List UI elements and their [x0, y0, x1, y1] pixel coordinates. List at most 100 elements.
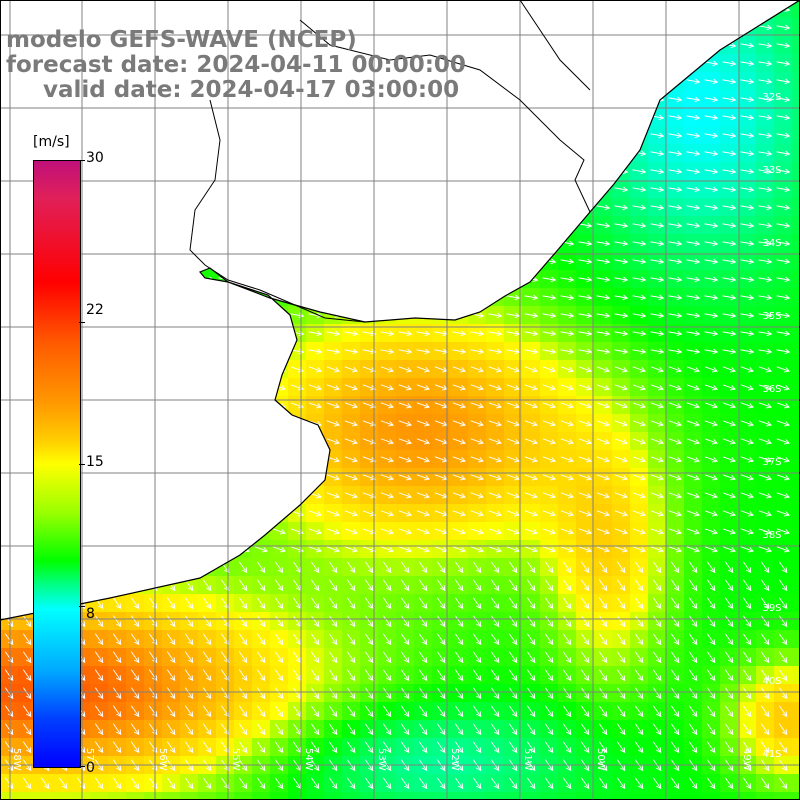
wind-arrow: [724, 723, 734, 736]
wind-arrow: [632, 168, 647, 175]
wind-arrow: [758, 510, 772, 517]
wind-arrow: [758, 132, 773, 139]
wind-arrow: [722, 204, 737, 211]
colorbar-tick-mark: [79, 322, 85, 323]
wind-arrow: [650, 546, 664, 553]
wind-speed-cell: [792, 252, 800, 271]
wind-arrow: [632, 258, 647, 265]
wind-arrow: [632, 276, 647, 283]
wind-arrow: [202, 579, 212, 592]
wind-speed-cell: [486, 792, 505, 800]
wind-arrow: [598, 633, 608, 646]
wind-arrow: [452, 492, 466, 499]
wind-arrow: [686, 222, 701, 229]
wind-arrow: [452, 456, 466, 463]
wind-arrow: [542, 312, 557, 319]
wind-arrow: [202, 777, 212, 790]
wind-arrow: [722, 420, 736, 427]
wind-speed-cell: [792, 774, 800, 793]
wind-arrow: [470, 366, 484, 373]
wind-arrow: [274, 597, 284, 610]
wind-arrow: [704, 528, 718, 535]
wind-arrow: [742, 633, 752, 646]
wind-arrow: [346, 633, 356, 646]
wind-arrow: [308, 330, 323, 337]
wind-arrow: [758, 60, 773, 67]
wind-arrow: [616, 669, 626, 682]
wind-speed-cell: [270, 792, 289, 800]
wind-arrow: [508, 633, 518, 646]
wind-arrow: [542, 456, 556, 463]
wind-arrow: [578, 312, 593, 319]
wind-arrow: [758, 24, 773, 31]
wind-arrow: [668, 258, 683, 265]
wind-arrow: [706, 705, 716, 718]
wind-arrow: [526, 633, 536, 646]
wind-arrow: [686, 366, 700, 373]
wind-arrow: [740, 150, 755, 157]
wind-arrow: [112, 687, 122, 700]
wind-arrow: [704, 186, 719, 193]
wind-arrow: [740, 384, 754, 391]
wind-arrow: [58, 777, 68, 790]
wind-arrow: [238, 777, 248, 790]
wind-arrow: [362, 384, 376, 391]
wind-speed-cell: [324, 792, 343, 800]
wind-arrow: [490, 561, 500, 574]
wind-arrow: [596, 438, 610, 445]
colorbar-tick-8: 8: [86, 606, 95, 622]
wind-arrow: [776, 456, 790, 463]
wind-arrow: [706, 651, 716, 664]
wind-arrow: [398, 348, 413, 355]
wind-arrow: [724, 705, 734, 718]
wind-arrow: [632, 204, 647, 211]
wind-arrow: [310, 723, 320, 736]
wind-arrow: [308, 510, 322, 517]
wind-arrow: [274, 669, 284, 682]
wind-arrow: [470, 402, 484, 409]
wind-arrow: [344, 330, 359, 337]
wind-arrow: [506, 528, 520, 535]
wind-arrow: [670, 669, 680, 682]
wind-arrow: [130, 615, 140, 628]
wind-arrow: [632, 420, 646, 427]
wind-arrow: [686, 132, 701, 139]
wind-arrow: [742, 741, 752, 754]
wind-arrow: [596, 240, 611, 247]
wind-arrow: [724, 615, 734, 628]
wind-arrow: [758, 420, 772, 427]
wind-arrow: [418, 633, 428, 646]
wind-arrow: [722, 546, 736, 553]
wind-speed-cell: [630, 792, 649, 800]
wind-arrow: [112, 723, 122, 736]
wind-arrow: [742, 687, 752, 700]
wind-arrow: [490, 705, 500, 718]
wind-arrow: [722, 348, 737, 355]
wind-arrow: [614, 330, 629, 337]
latitude-label: 40S: [762, 676, 781, 687]
wind-arrow: [310, 687, 320, 700]
wind-arrow: [488, 528, 502, 535]
wind-arrow: [542, 366, 556, 373]
wind-arrow: [544, 777, 554, 790]
wind-speed-cell: [180, 792, 199, 800]
wind-arrow: [398, 510, 412, 517]
wind-arrow: [310, 705, 320, 718]
wind-arrow: [740, 78, 755, 85]
wind-arrow: [542, 546, 556, 553]
wind-arrow: [524, 402, 538, 409]
wind-arrow: [704, 546, 718, 553]
wind-arrow: [598, 705, 608, 718]
wind-arrow: [380, 546, 394, 553]
wind-arrow: [614, 456, 628, 463]
colorbar-tick-0: 0: [86, 760, 95, 776]
wind-arrow: [416, 492, 430, 499]
wind-arrow: [704, 330, 719, 337]
wind-arrow: [94, 615, 104, 628]
wind-arrow: [382, 615, 392, 628]
wind-arrow: [706, 723, 716, 736]
wind-arrow: [778, 579, 788, 592]
wind-speed-cell: [792, 198, 800, 217]
wind-arrow: [598, 777, 608, 790]
wind-arrow: [598, 741, 608, 754]
